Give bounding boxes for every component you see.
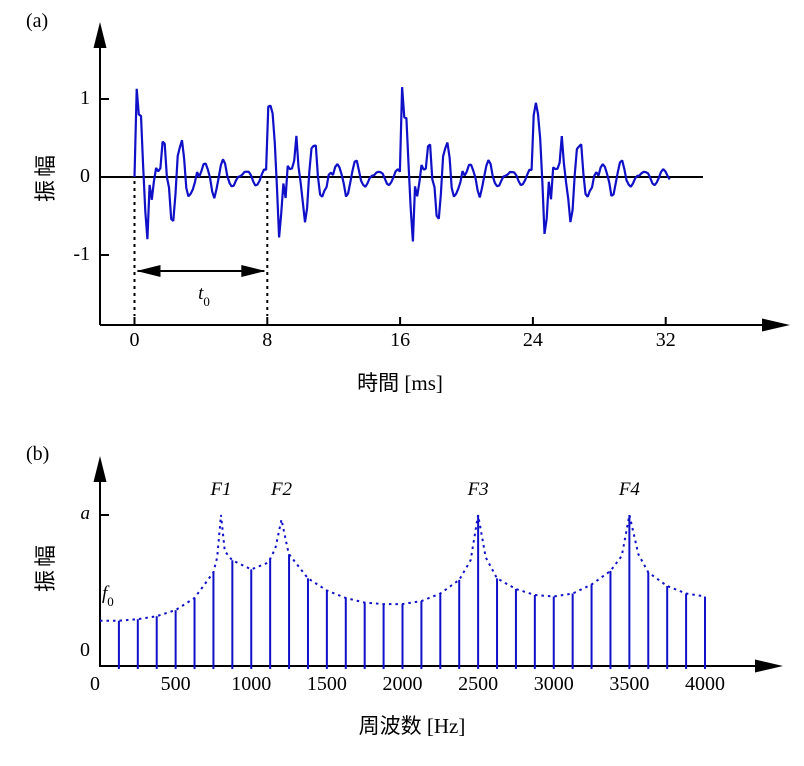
a-period-dashed-lines	[133, 181, 269, 316]
b-x-axis-arrow-icon	[755, 659, 783, 673]
a-x-tick-label: 24	[522, 329, 543, 351]
b-formant-label-f3: F3	[467, 479, 489, 500]
a-x-tick-label: 16	[390, 329, 411, 351]
a-y-tick-label: 1	[80, 87, 90, 109]
b-formant-label-f4: F4	[618, 479, 640, 500]
b-x-tick-label: 4000	[685, 673, 725, 695]
b-formant-label-f2: F2	[270, 479, 293, 500]
plot-a-axes	[93, 22, 790, 332]
b-x-tick-label: 1000	[231, 673, 272, 695]
b-origin-label: 0	[80, 639, 90, 661]
a-tick-marks	[100, 98, 667, 325]
a-x-tick-label: 8	[262, 329, 273, 351]
a-period-t0-label: t0	[198, 283, 210, 309]
b-f0-label: f0	[102, 583, 114, 609]
a-waveform-trace	[133, 87, 671, 242]
b-y-axis-arrow-icon	[93, 456, 107, 482]
panel-a-tag: (a)	[26, 10, 49, 32]
b-x-tick-label: 2500	[458, 673, 499, 695]
a-y-tick-label: -1	[73, 243, 90, 265]
a-x-axis-arrow-icon	[762, 318, 790, 332]
a-period-arrow-right-icon	[241, 265, 266, 277]
a-x-tick-label: 32	[655, 329, 676, 351]
plot-b-axes	[93, 456, 783, 673]
b-x-tick-label: 500	[160, 673, 191, 695]
b-formant-envelope-curve	[100, 514, 706, 622]
b-x-axis-label: 周波数 [Hz]	[358, 714, 466, 738]
b-x-tick-label: 0	[90, 673, 100, 695]
a-period-marker	[133, 181, 269, 316]
b-formant-label-f1: F1	[210, 479, 232, 500]
a-x-tick-label: 0	[129, 329, 140, 351]
panel-b-tag: (b)	[26, 443, 50, 465]
b-x-tick-label: 1500	[306, 673, 347, 695]
b-x-tick-label: 3000	[533, 673, 574, 695]
a-x-axis-label: 時間 [ms]	[357, 371, 443, 395]
a-period-arrow-left-icon	[136, 265, 161, 277]
b-x-tick-label: 2000	[382, 673, 423, 695]
b-harmonic-stems	[117, 515, 706, 669]
a-y-tick-label: 0	[80, 165, 90, 187]
a-y-axis-arrow-icon	[93, 22, 107, 48]
b-y-axis-label: 振幅	[33, 541, 58, 593]
b-x-tick-label: 3500	[609, 673, 650, 695]
b-peak-amplitude-label: a	[80, 503, 91, 524]
